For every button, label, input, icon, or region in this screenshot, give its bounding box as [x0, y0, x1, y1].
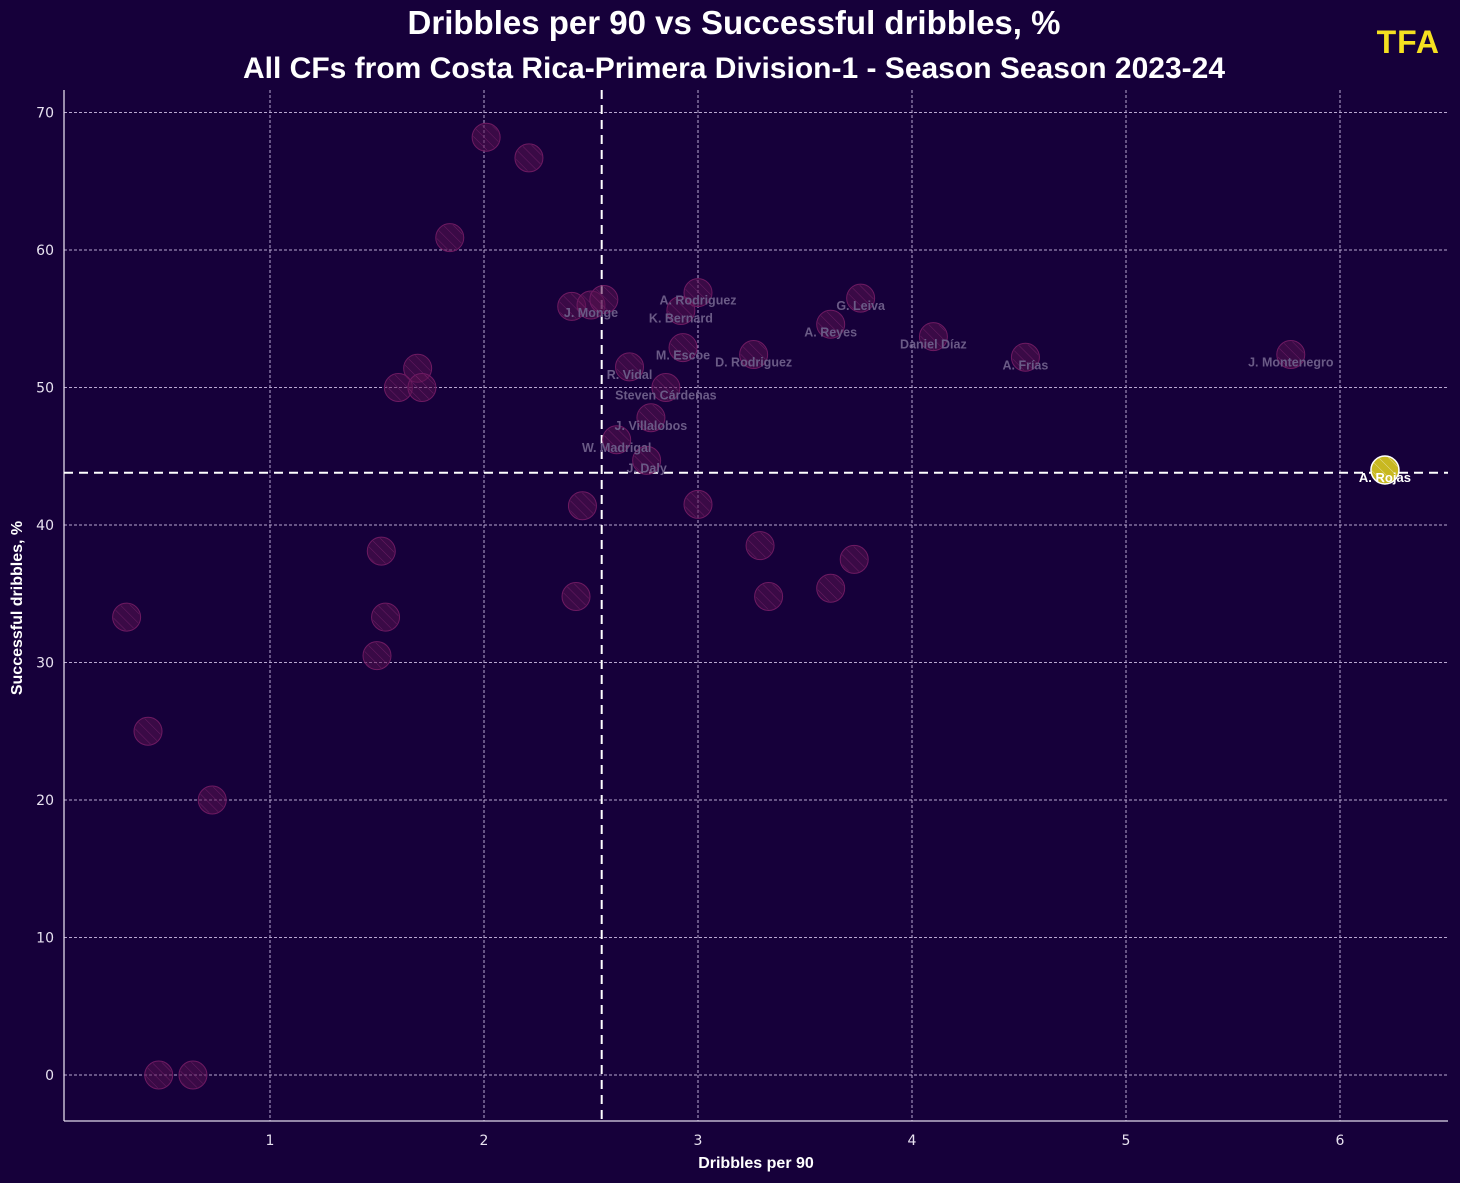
data-point-hatch	[1277, 341, 1304, 368]
data-point-hatch	[372, 604, 399, 631]
y-tick-label: 70	[36, 106, 54, 122]
point-label: J. Villalobos	[615, 419, 688, 433]
data-point-hatch	[473, 124, 500, 151]
point-label: J. Montenegro	[1248, 356, 1334, 370]
data-point-hatch	[841, 546, 868, 573]
data-point-hatch	[740, 341, 767, 368]
chart-subtitle: All CFs from Costa Rica-Primera Division…	[242, 52, 1226, 85]
y-tick-label: 30	[36, 656, 54, 672]
y-tick-label: 0	[45, 1068, 54, 1084]
data-point-hatch	[670, 334, 697, 361]
data-point-hatch	[436, 224, 463, 251]
data-point-hatch	[847, 285, 874, 312]
tfa-logo: TFA	[1376, 24, 1440, 60]
data-point-hatch	[408, 374, 435, 401]
highlighted-point-label: A. Rojas	[1359, 470, 1411, 485]
data-point-hatch	[145, 1062, 172, 1088]
point-label: M. Escoe	[656, 349, 710, 363]
point-label: A. Rodriguez	[659, 294, 736, 308]
x-tick-label: 3	[694, 1133, 703, 1149]
y-tick-label: 40	[36, 518, 54, 534]
point-label: J. Daly	[626, 461, 666, 475]
data-point-hatch	[652, 374, 679, 401]
point-label: Daniel Díaz	[900, 338, 967, 352]
data-point-hatch	[569, 492, 596, 519]
highlighted-point-hatch	[1371, 457, 1398, 483]
data-point-hatch	[747, 532, 774, 559]
point-label: J. Monge	[564, 306, 618, 320]
data-point-hatch	[817, 575, 844, 602]
data-point-hatch	[135, 718, 162, 745]
point-label: A. Frías	[1002, 358, 1048, 372]
x-tick-label: 5	[1122, 1133, 1131, 1149]
point-label: G. Leiva	[836, 299, 886, 313]
x-tick-label: 4	[908, 1133, 917, 1149]
y-tick-label: 20	[36, 793, 54, 809]
x-axis-label: Dribbles per 90	[698, 1155, 814, 1172]
data-point-hatch	[364, 642, 390, 669]
data-point-hatch	[755, 583, 782, 610]
x-tick-label: 2	[480, 1133, 489, 1149]
data-point-hatch	[633, 447, 660, 474]
data-point-hatch	[685, 491, 711, 518]
data-point-hatch	[590, 286, 617, 313]
point-label: W. Madrigal	[582, 441, 651, 455]
point-label: Steven Cárdenas	[615, 389, 716, 403]
data-point-hatch	[603, 426, 630, 453]
x-tick-label: 6	[1336, 1133, 1345, 1149]
chart-title: Dribbles per 90 vs Successful dribbles, …	[407, 4, 1061, 41]
point-label: A. Reyes	[804, 325, 857, 339]
data-point-hatch	[817, 311, 844, 338]
data-point-hatch	[368, 538, 395, 565]
data-point-hatch	[385, 374, 412, 401]
y-axis-label: Successful dribbles, %	[9, 521, 26, 695]
data-point-hatch	[637, 404, 664, 431]
data-point-hatch	[515, 144, 542, 171]
data-point-hatch	[1012, 344, 1039, 371]
y-tick-label: 50	[36, 381, 54, 397]
y-tick-label: 60	[36, 243, 54, 259]
data-point-hatch	[667, 297, 694, 324]
data-point-hatch	[179, 1062, 206, 1088]
data-point-hatch	[563, 583, 590, 610]
point-label: D. Rodriguez	[715, 356, 792, 370]
data-point-hatch	[616, 353, 643, 380]
point-label: K. Bernard	[649, 312, 713, 326]
x-tick-label: 1	[266, 1133, 275, 1149]
data-point-hatch	[920, 323, 947, 350]
data-point-hatch	[113, 604, 140, 631]
point-label: R. Vidal	[607, 368, 653, 382]
y-tick-label: 10	[36, 931, 54, 947]
data-point-hatch	[685, 279, 711, 306]
data-point-hatch	[199, 787, 226, 813]
